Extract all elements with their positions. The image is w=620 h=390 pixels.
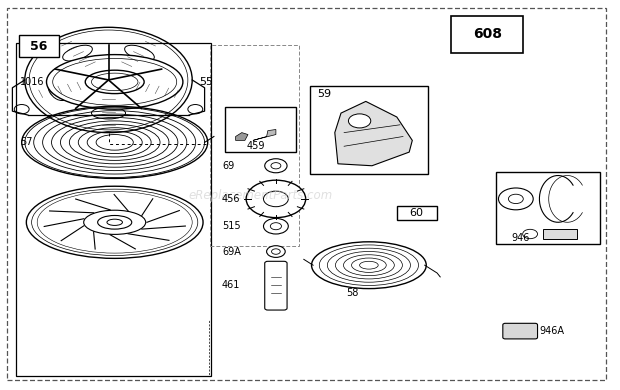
Text: 55: 55 [200,77,214,87]
Text: 461: 461 [222,280,241,290]
Circle shape [498,188,533,210]
Text: 69: 69 [222,161,234,171]
Ellipse shape [311,242,427,289]
Ellipse shape [48,80,69,101]
Text: 57: 57 [20,137,32,147]
Circle shape [508,194,523,204]
Circle shape [271,163,281,169]
Circle shape [264,191,288,207]
Ellipse shape [91,107,125,119]
Circle shape [270,223,281,230]
Circle shape [264,218,288,234]
Circle shape [81,62,136,98]
Text: 459: 459 [247,141,265,151]
Circle shape [188,105,203,114]
Ellipse shape [86,70,144,94]
Circle shape [101,75,116,85]
FancyBboxPatch shape [265,261,287,310]
Circle shape [267,246,285,257]
Circle shape [246,180,306,218]
Circle shape [265,159,287,173]
Text: 69A: 69A [222,246,241,257]
Polygon shape [335,101,412,166]
Bar [397,206,437,220]
Ellipse shape [84,210,146,234]
FancyBboxPatch shape [503,323,538,339]
Text: 946: 946 [512,232,530,243]
Circle shape [97,94,120,108]
Circle shape [348,114,371,128]
Text: 58: 58 [346,287,358,298]
Bar [451,16,523,53]
Text: 1016: 1016 [20,77,45,87]
Ellipse shape [63,45,92,61]
Bar [542,229,577,239]
Ellipse shape [148,80,169,101]
Text: 56: 56 [30,39,47,53]
Ellipse shape [46,55,183,109]
Text: 946A: 946A [539,326,564,336]
Circle shape [272,249,280,254]
Polygon shape [253,129,276,140]
Bar [210,45,299,246]
Text: 515: 515 [222,221,241,231]
Bar [225,107,296,152]
Text: eReplacementParts.com: eReplacementParts.com [188,188,332,202]
Circle shape [25,27,192,133]
Circle shape [523,229,538,239]
Text: 60: 60 [410,208,423,218]
Ellipse shape [125,45,154,61]
Text: 59: 59 [317,89,332,99]
Bar [19,35,59,57]
Circle shape [91,69,126,91]
Bar [496,172,600,244]
Bar [16,43,211,376]
Ellipse shape [97,215,131,229]
Bar [310,86,428,174]
Circle shape [14,105,29,114]
Ellipse shape [27,186,203,258]
Text: 456: 456 [222,194,241,204]
Text: 608: 608 [473,27,502,41]
Polygon shape [236,133,248,140]
Ellipse shape [107,219,123,225]
